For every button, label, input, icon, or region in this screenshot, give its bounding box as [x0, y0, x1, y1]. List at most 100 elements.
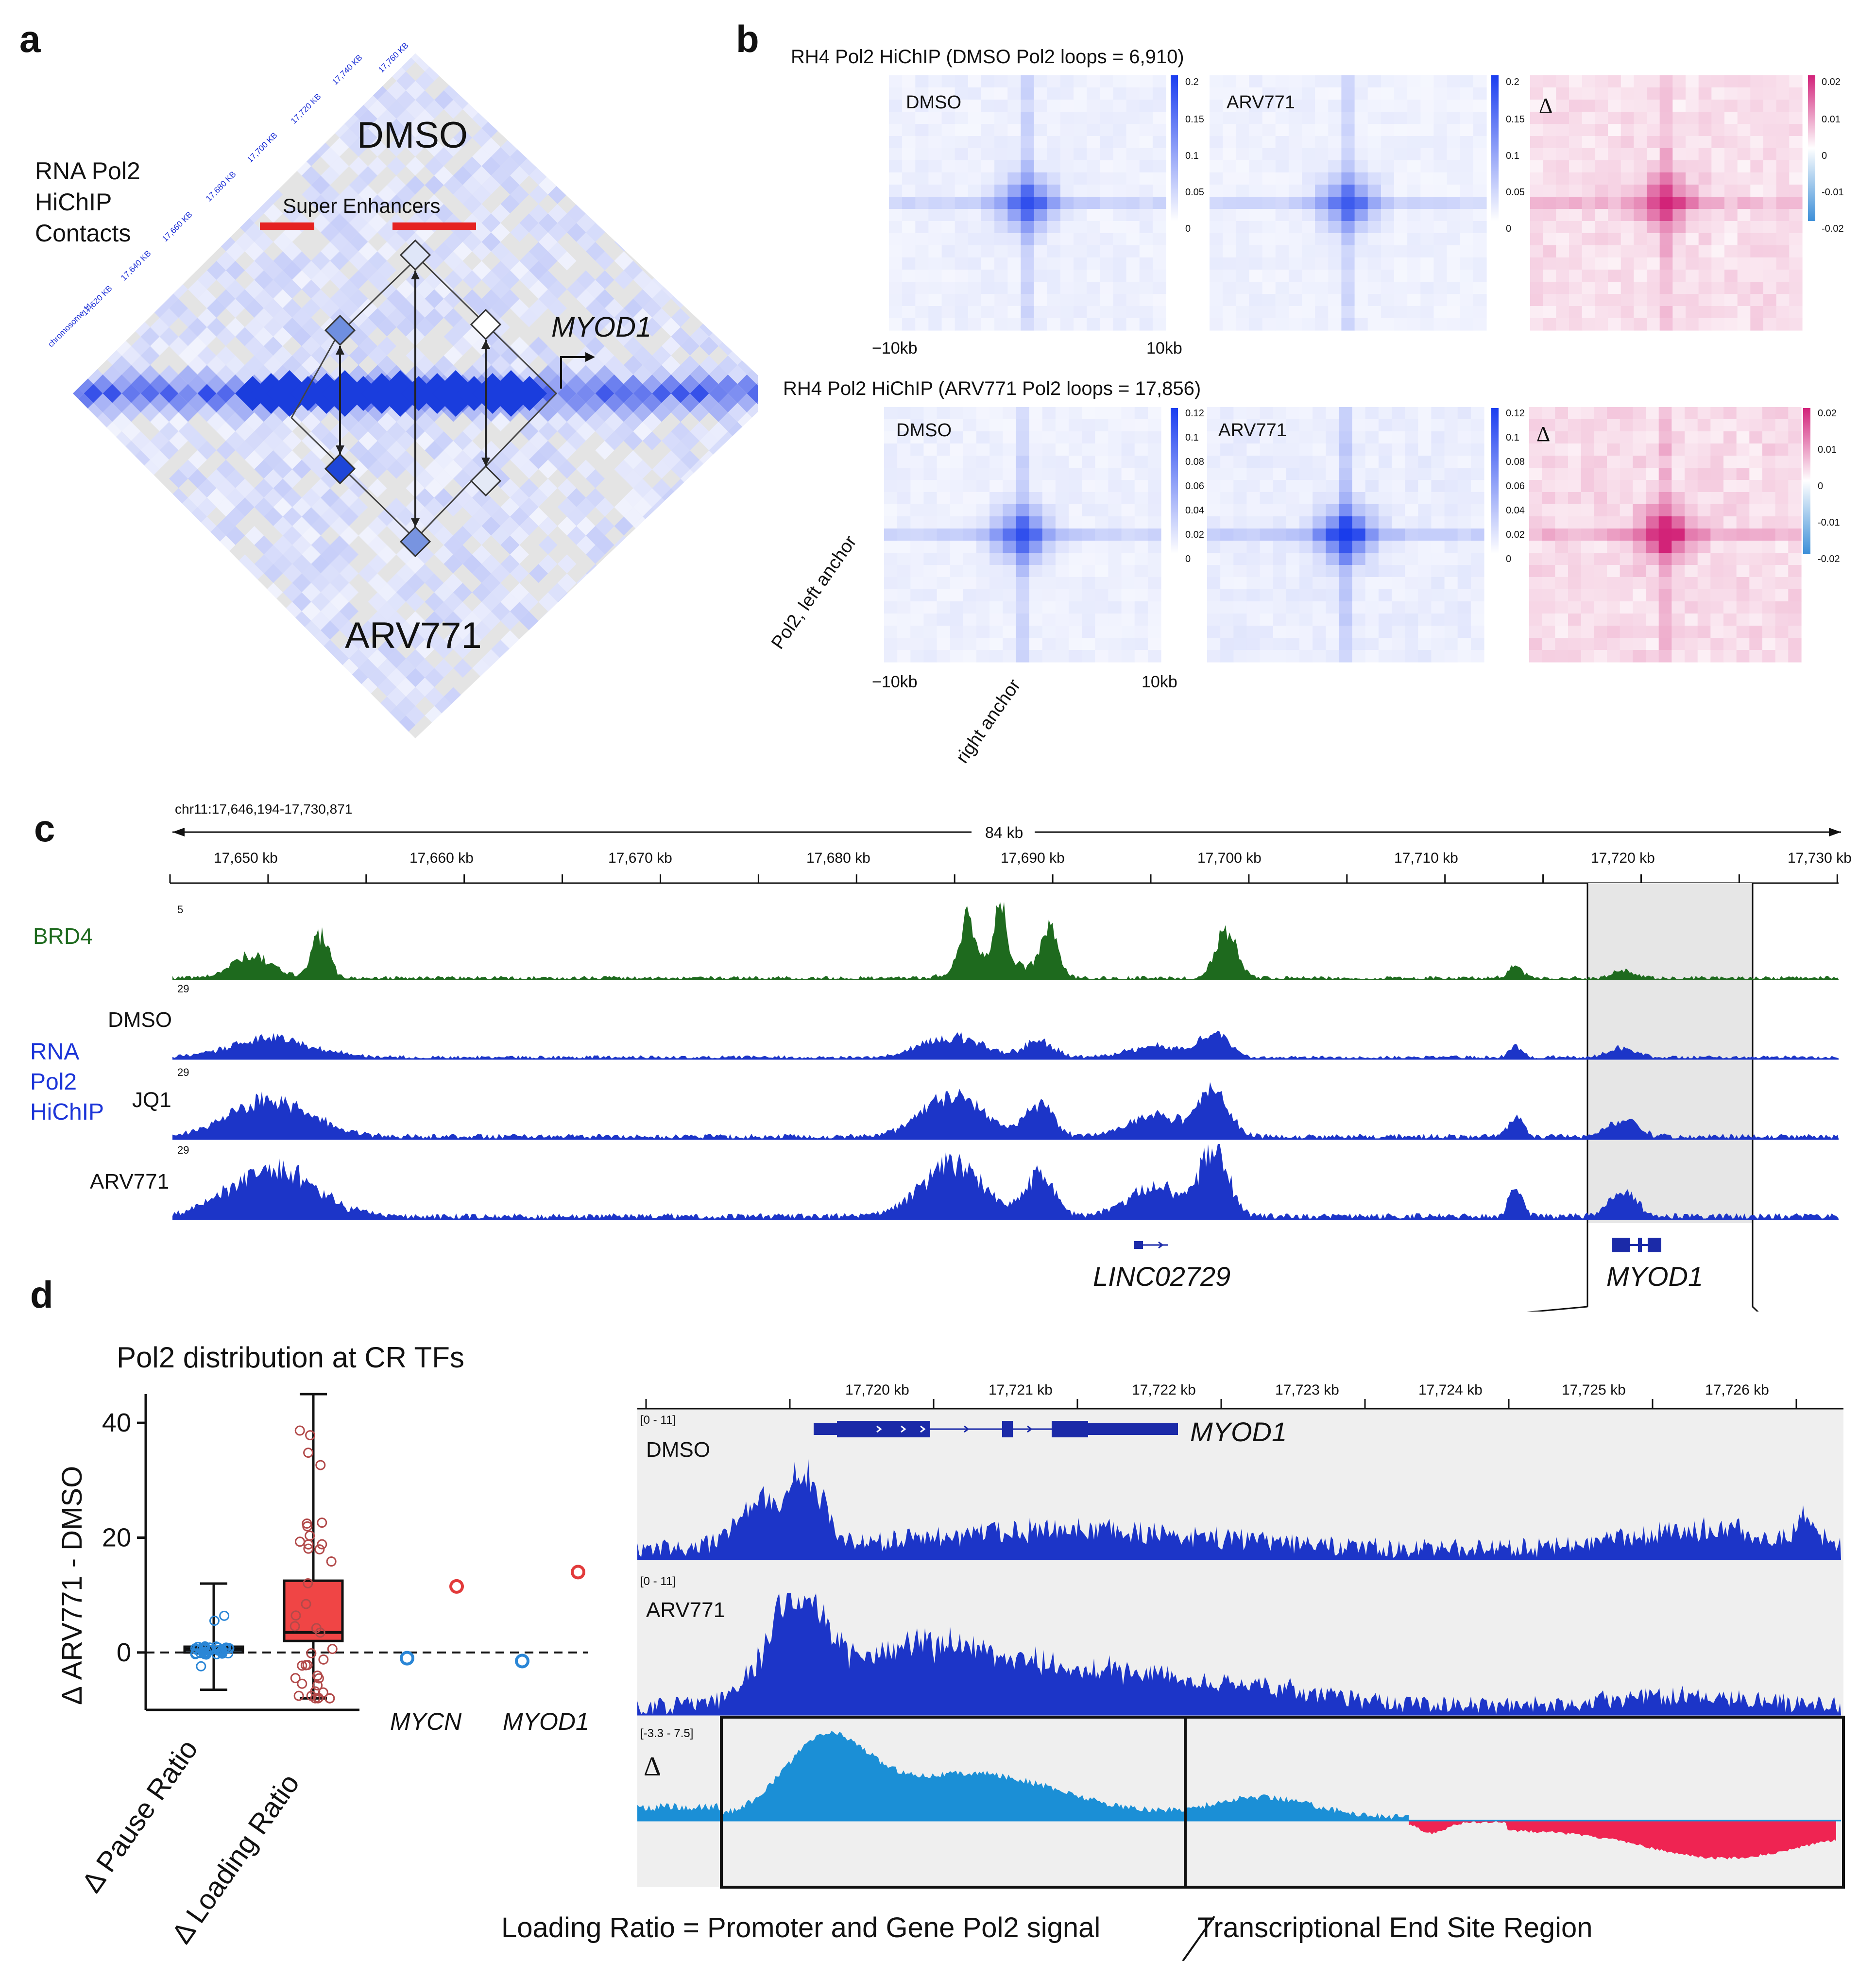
apa-cell [941, 148, 955, 161]
hic-cell [453, 640, 472, 659]
apa-cell [968, 172, 982, 185]
apa-cell [1698, 75, 1712, 88]
apa-cell [968, 112, 982, 124]
apa-cell [1249, 270, 1263, 282]
apa-cell [1021, 148, 1035, 161]
hic-cell [491, 412, 510, 431]
apa-cell [1249, 185, 1263, 197]
apa-cell [1394, 318, 1408, 331]
apa-cell [1223, 148, 1236, 161]
apa-cell [1007, 124, 1021, 136]
hic-cell [349, 137, 368, 157]
apa-cell [1262, 197, 1276, 209]
apa-cell [994, 233, 1008, 246]
apa-cell [889, 75, 903, 88]
apa-cell [1367, 75, 1381, 88]
apa-cell [1249, 318, 1263, 331]
hic-cell [406, 156, 425, 176]
apa-cell [1249, 221, 1263, 234]
panel-a-hic-map [73, 53, 758, 738]
apa-cell [1262, 185, 1276, 197]
apa-cell [1034, 87, 1048, 100]
apa-cell [1126, 318, 1140, 331]
apa-cell [1328, 318, 1342, 331]
apa-cell [1262, 112, 1276, 124]
apa-cell [1460, 87, 1474, 100]
apa-cell [1595, 100, 1608, 112]
apa-cell [1433, 306, 1448, 319]
apa-cell [1433, 124, 1448, 136]
apa-cell [1275, 160, 1289, 173]
apa-cell [1034, 306, 1048, 319]
apa-cell [1354, 160, 1368, 173]
apa-cell [915, 172, 929, 185]
apa-cell [1447, 172, 1461, 185]
apa-cell [928, 172, 942, 185]
apa-cell [1007, 294, 1021, 307]
apa-cell [1210, 100, 1223, 112]
apa-cell [1152, 257, 1166, 270]
apa-cell [968, 148, 982, 161]
apa-cell [1407, 148, 1421, 161]
apa-cell [1569, 75, 1583, 88]
apa-cell [1236, 148, 1249, 161]
apa-cell [928, 233, 942, 246]
apa-cell [1367, 148, 1381, 161]
apa-cell [1236, 185, 1249, 197]
apa-cell [1152, 160, 1166, 173]
apa-cell [1100, 257, 1113, 270]
apa-cell [1139, 160, 1153, 173]
apa-cell [1007, 257, 1021, 270]
apa-cell [1367, 233, 1381, 246]
apa-cell [1007, 245, 1021, 258]
apa-cell [1288, 136, 1302, 149]
apa-cell [1060, 112, 1074, 124]
apa-cell [1139, 148, 1153, 161]
apa-cell [994, 197, 1008, 209]
apa-cell [955, 233, 969, 246]
apa-cell [1407, 136, 1421, 149]
apa-cell [1275, 197, 1289, 209]
apa-cell [1060, 75, 1074, 88]
apa-cell [981, 75, 995, 88]
apa-cell [1328, 209, 1342, 222]
zoom-tick-label: 17,720 kb [845, 1382, 909, 1398]
apa-cell [1407, 160, 1421, 173]
apa-cell [889, 160, 903, 173]
apa-cell [994, 318, 1008, 331]
apa-cell [1473, 318, 1487, 331]
apa-cell [1447, 270, 1461, 282]
apa-cell [1047, 160, 1061, 173]
apa-cell [1394, 282, 1408, 294]
apa-cell [1249, 112, 1263, 124]
apa-cell [981, 148, 995, 161]
apa-cell [1447, 185, 1461, 197]
apa-cell [1074, 136, 1087, 149]
apa-cell [1686, 75, 1699, 88]
hic-cell [538, 460, 558, 479]
tss-arrow-head [585, 352, 595, 362]
apa-cell [1060, 87, 1074, 100]
apa-cell [1007, 148, 1021, 161]
hic-cell [690, 403, 709, 422]
apa-cell [1236, 270, 1249, 282]
apa-cell [1460, 245, 1474, 258]
apa-cell [994, 160, 1008, 173]
apa-cell [1021, 87, 1035, 100]
apa-cell [1569, 87, 1583, 100]
apa-cell [1139, 282, 1153, 294]
apa-cell [1354, 172, 1368, 185]
apa-cell [928, 124, 942, 136]
apa-cell [968, 185, 982, 197]
apa-cell [1447, 160, 1461, 173]
apa-cell [955, 318, 969, 331]
apa-cell [1381, 209, 1395, 222]
apa-cell [1047, 112, 1061, 124]
apa-cell [1433, 185, 1448, 197]
apa-cell [1315, 233, 1329, 246]
apa-cell [1047, 257, 1061, 270]
apa-cell [1249, 136, 1263, 149]
apa-cell [1288, 245, 1302, 258]
apa-cell [1407, 306, 1421, 319]
